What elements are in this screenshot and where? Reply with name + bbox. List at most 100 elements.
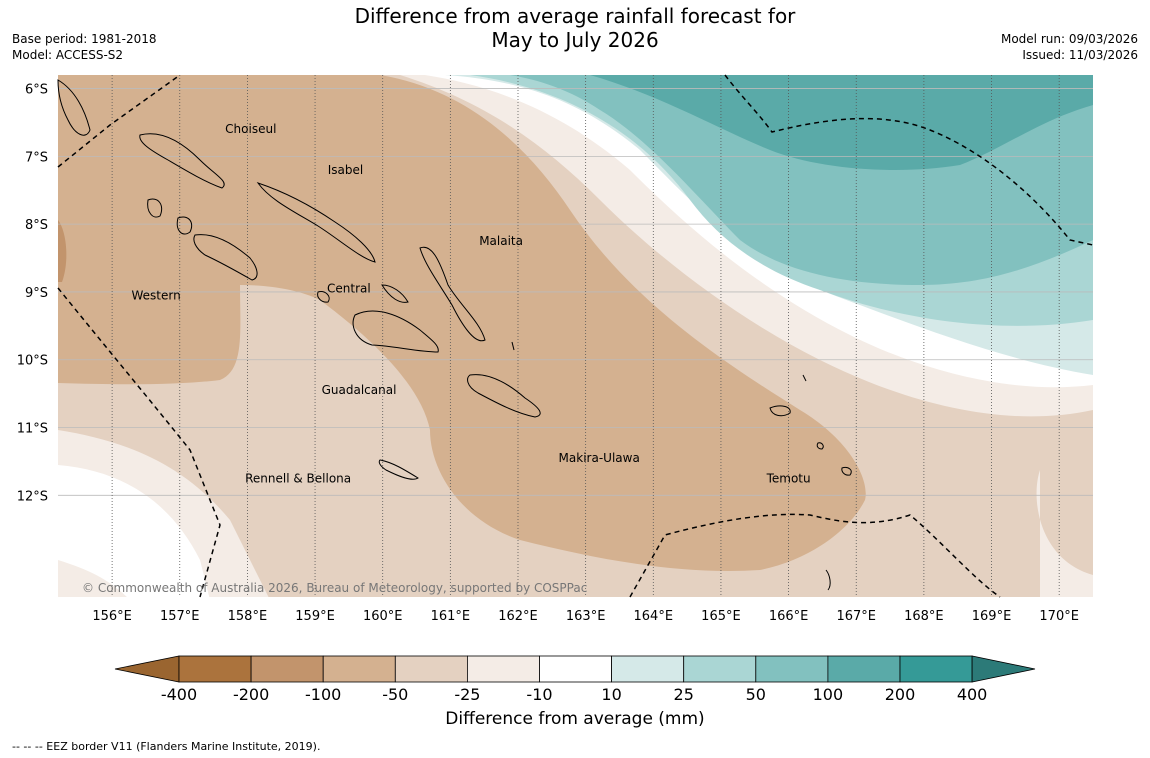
eez-ne [724,74,1094,246]
region-labels: Choiseul Isabel Malaita Western Central Guada… [131,122,810,485]
lon-label: 156°E [92,609,132,624]
lon-label: 166°E [769,609,809,624]
island-bougainville [57,79,91,136]
eez-nw [57,74,181,168]
colorbar-ticks: -400 -200 -100 -50 -25 -10 10 25 50 100 200 400 [161,685,988,704]
chart-title: Difference from average rainfall forecas… [0,4,1150,52]
lon-labels: 156°E 157°E 158°E 159°E 160°E 161°E 162°E 163°E… [92,609,1079,624]
region-label: Malaita [479,234,523,248]
colorbar-tick-label: -100 [305,685,341,704]
lon-label: 161°E [431,609,471,624]
region-label: Makira-Ulawa [559,451,640,465]
contour-dark-patch [58,220,67,282]
contour-teal-4 [590,75,1093,170]
colorbar-segments [114,655,1036,683]
meta-right: Model run: 09/03/2026 Issued: 11/03/2026 [1001,31,1138,63]
colorbar-tick-label: -400 [161,685,197,704]
region-label: Guadalcanal [322,383,397,397]
contour-lower-left-corner [58,560,127,597]
copyright-text: © Commonwealth of Australia 2026, Bureau… [82,581,587,595]
eez-borders [57,74,1094,598]
contour-lower-left-white [58,465,210,597]
model-run: Model run: 09/03/2026 [1000,32,1138,46]
island-islet-2 [825,569,831,591]
colorbar-tick-label: -10 [526,685,552,704]
island-santa-cruz [769,405,791,417]
issued-date: Issued: 11/03/2026 [1022,48,1138,62]
lat-label: 7°S [25,150,48,165]
island-islet-1 [511,341,515,351]
colorbar-tick-label: 50 [746,685,766,704]
title-line-2: May to July 2026 [491,28,659,52]
map-contours [58,75,1093,597]
colorbar-high-arrow [971,655,1036,683]
title-line-1: Difference from average rainfall forecas… [354,4,796,28]
meta-left: Base period: 1981-2018 Model: ACCESS-S2 [12,31,157,63]
colorbar-segment [755,655,829,683]
region-label: Central [327,282,371,296]
lon-label: 169°E [972,609,1012,624]
lon-label: 165°E [701,609,741,624]
lon-gridlines [111,75,1060,597]
lat-labels: 6°S 7°S 8°S 9°S 10°S 11°S 12°S [17,83,48,505]
colorbar-low-arrow [114,655,180,683]
region-label: Western [131,288,180,302]
colorbar-tick-label: 10 [601,685,621,704]
lat-label: 8°S [25,218,48,233]
colorbar-tick-label: 100 [813,685,844,704]
region-label: Temotu [766,471,811,485]
region-label: Choiseul [225,122,276,136]
island-duff [802,374,807,382]
colorbar-segment [394,655,468,683]
lon-label: 170°E [1039,609,1079,624]
footnote: -- -- -- EEZ border V11 (Flanders Marine… [12,740,321,753]
colorbar-title: Difference from average (mm) [445,709,705,729]
eez-w [57,287,221,598]
lon-label: 167°E [836,609,876,624]
lon-label: 160°E [363,609,403,624]
colorbar-tick-label: -200 [233,685,269,704]
colorbar-tick-label: 400 [957,685,988,704]
lon-label: 158°E [228,609,268,624]
colorbar-tick-label: -25 [454,685,480,704]
lat-label: 11°S [17,422,48,437]
base-period: Base period: 1981-2018 [12,32,157,46]
colorbar-segment [899,655,973,683]
lat-gridlines [58,88,1093,496]
lon-label: 168°E [904,609,944,624]
region-label: Isabel [328,163,363,177]
island-western-3 [147,198,163,218]
region-label: Rennell & Bellona [245,471,351,485]
island-western-1 [176,216,193,235]
island-tikopia [816,442,824,450]
colorbar-segment [322,655,396,683]
island-malaita [419,246,486,342]
island-makira [467,374,541,418]
lat-label: 6°S [25,83,48,98]
colorbar-segment [178,655,252,683]
island-guadalcanal [352,310,439,353]
island-outlines [57,79,852,591]
colorbar-segment [827,655,901,683]
model-name: Model: ACCESS-S2 [12,48,124,62]
contour-right-light [1036,470,1093,597]
colorbar-segment [466,655,540,683]
colorbar-segment [539,655,612,683]
island-choiseul [139,133,225,189]
island-russell [317,291,330,303]
lon-label: 163°E [566,609,606,624]
island-rennell [378,459,419,480]
island-temotu-small [841,467,852,476]
island-western-2 [193,234,258,281]
colorbar-segment [683,655,757,683]
island-florida [381,284,409,303]
lat-label: 12°S [17,489,48,504]
colorbar-tick-label: 25 [674,685,694,704]
rainfall-map: 6°S 7°S 8°S 9°S 10°S 11°S 12°S 156°E 157°E 158°E… [17,74,1094,624]
eez-se [629,513,1001,598]
lon-label: 162°E [498,609,538,624]
colorbar-tick-label: -50 [382,685,408,704]
colorbar-segment [250,655,324,683]
lat-label: 9°S [25,286,48,301]
colorbar-segment [611,655,685,683]
